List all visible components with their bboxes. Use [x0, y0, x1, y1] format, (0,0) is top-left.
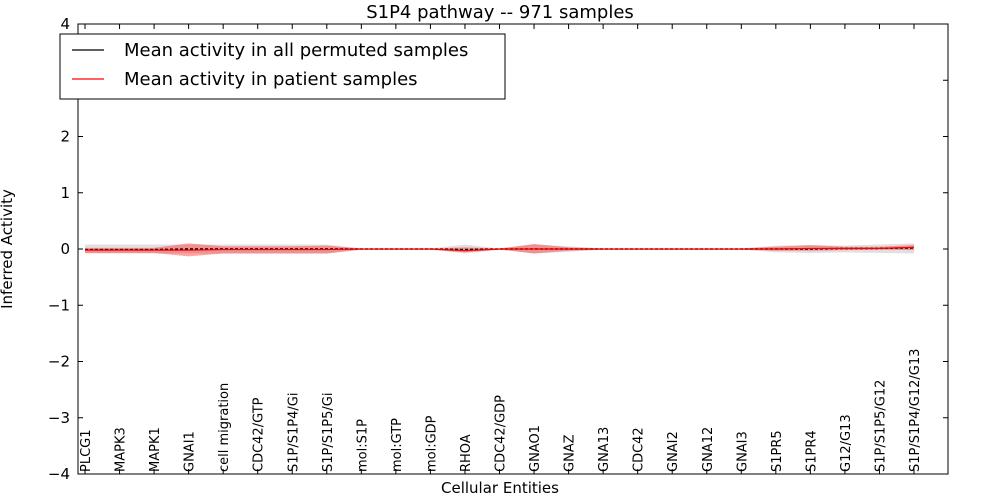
y-tick-label: 0 [60, 240, 70, 258]
x-tick-label: MAPK3 [114, 427, 129, 472]
chart-title: S1P4 pathway -- 971 samples [366, 2, 634, 23]
y-tick-label: −3 [48, 409, 70, 427]
patient-band [85, 243, 914, 257]
x-tick-label: GNAI1 [183, 431, 198, 472]
y-tick-label: 2 [60, 128, 70, 146]
x-tick-label: S1P/S1P4/Gi [286, 393, 301, 472]
patient-mean-line [85, 246, 915, 252]
legend-box [59, 33, 506, 100]
legend-label-patient: Mean activity in patient samples [124, 69, 418, 90]
x-tick-label: G12/G13 [839, 414, 854, 472]
legend-label-permuted: Mean activity in all permuted samples [124, 40, 468, 61]
x-tick-label: CDC42/GDP [494, 395, 509, 472]
x-tick-label: GNA13 [597, 427, 612, 472]
x-tick-label: CDC42/GTP [252, 397, 267, 472]
x-tick-label: S1P/S1P5/Gi [321, 393, 336, 472]
y-axis: −4−3−2−101234 [48, 15, 948, 483]
x-tick-label: CDC42 [632, 427, 647, 472]
x-tick-label: GNAZ [563, 434, 578, 472]
y-tick-label: −1 [48, 296, 70, 314]
y-tick-label: −4 [48, 465, 70, 483]
x-tick-label: S1PR4 [804, 430, 819, 472]
x-tick-label: S1P/S1P5/G12 [873, 380, 888, 472]
x-axis: PLCG1 MAPK3 MAPK1 GNAI1 cell migration CDC42/… [79, 24, 923, 474]
x-tick-label: RHOA [459, 434, 474, 472]
x-tick-label: GNAI3 [735, 431, 750, 472]
x-tick-label: mol:GTP [390, 418, 405, 472]
y-tick-label: 1 [60, 184, 70, 202]
y-tick-label: 4 [60, 15, 70, 33]
x-tick-label: PLCG1 [79, 429, 94, 472]
x-tick-label: GNA12 [701, 427, 716, 472]
x-tick-label: MAPK1 [148, 427, 163, 472]
y-axis-title: Inferred Activity [0, 189, 16, 309]
legend: Mean activity in all permuted samples Me… [59, 33, 506, 100]
x-tick-label: mol:GDP [424, 415, 439, 472]
x-tick-label: S1PR5 [770, 430, 785, 472]
y-tick-label: −2 [48, 353, 70, 371]
x-tick-label: mol:S1P [355, 419, 370, 472]
series-lines [85, 246, 915, 252]
x-axis-title: Cellular Entities [441, 479, 559, 497]
x-tick-label: GNAO1 [528, 425, 543, 472]
x-tick-label: GNAI2 [666, 431, 681, 472]
x-tick-label: cell migration [217, 383, 232, 472]
x-tick-label: S1P/S1P4/G12/G13 [908, 349, 923, 472]
